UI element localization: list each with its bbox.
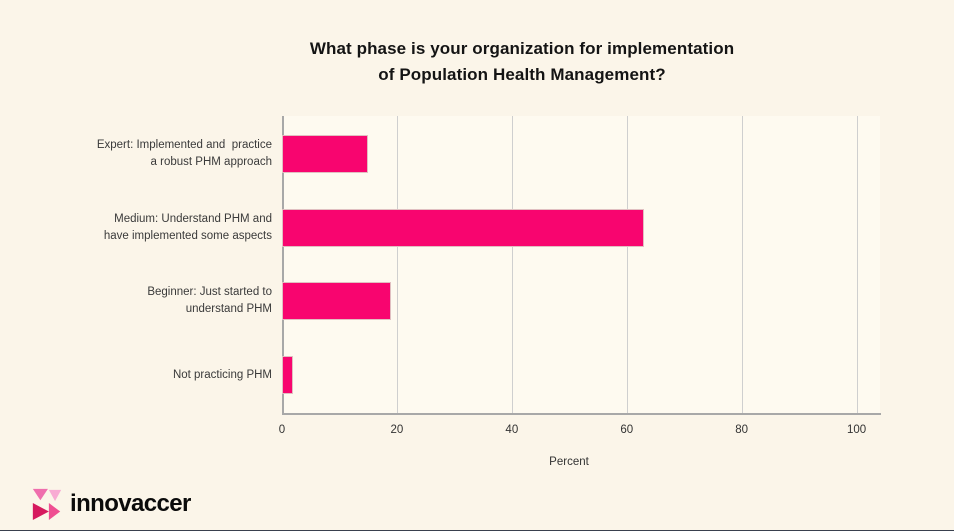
- x-tick-60: 60: [620, 424, 634, 436]
- chart-title-line1: What phase is your organization for impl…: [309, 39, 735, 58]
- bar-3: [282, 356, 294, 395]
- chart-title: What phase is your organization for impl…: [90, 36, 954, 88]
- chart-title-line2: of Population Health Management?: [378, 65, 666, 84]
- x-tick-40: 40: [505, 424, 519, 436]
- x-axis-title: Percent: [549, 456, 589, 468]
- gridline-x-0: [282, 116, 284, 413]
- category-label-1: Medium: Understand PHM and have implemen…: [103, 212, 272, 242]
- gridline-x-40: [511, 116, 513, 413]
- category-label-2: Beginner: Just started to understand PHM: [147, 286, 272, 316]
- innovaccer-triangles-icon: [32, 488, 62, 521]
- gridline-x-60: [626, 116, 628, 413]
- gridline-x-20: [396, 116, 398, 413]
- bar-0: [282, 135, 369, 173]
- innovaccer-logo: innovaccer: [30, 487, 191, 521]
- category-label-0: Expert: Implemented and practice a robus…: [96, 139, 272, 168]
- gridline-x-80: [741, 116, 743, 413]
- plot-area: [282, 116, 880, 413]
- x-tick-100: 100: [847, 424, 867, 436]
- x-axis-line: [282, 413, 881, 415]
- gridline-x-100: [856, 116, 858, 413]
- category-label-3: Not practicing PHM: [172, 368, 272, 381]
- bar-1: [282, 208, 644, 247]
- x-tick-0: 0: [278, 424, 286, 436]
- x-tick-20: 20: [390, 424, 404, 436]
- bar-2: [282, 282, 392, 321]
- x-tick-80: 80: [735, 424, 749, 436]
- innovaccer-logo-text: innovaccer: [70, 490, 191, 517]
